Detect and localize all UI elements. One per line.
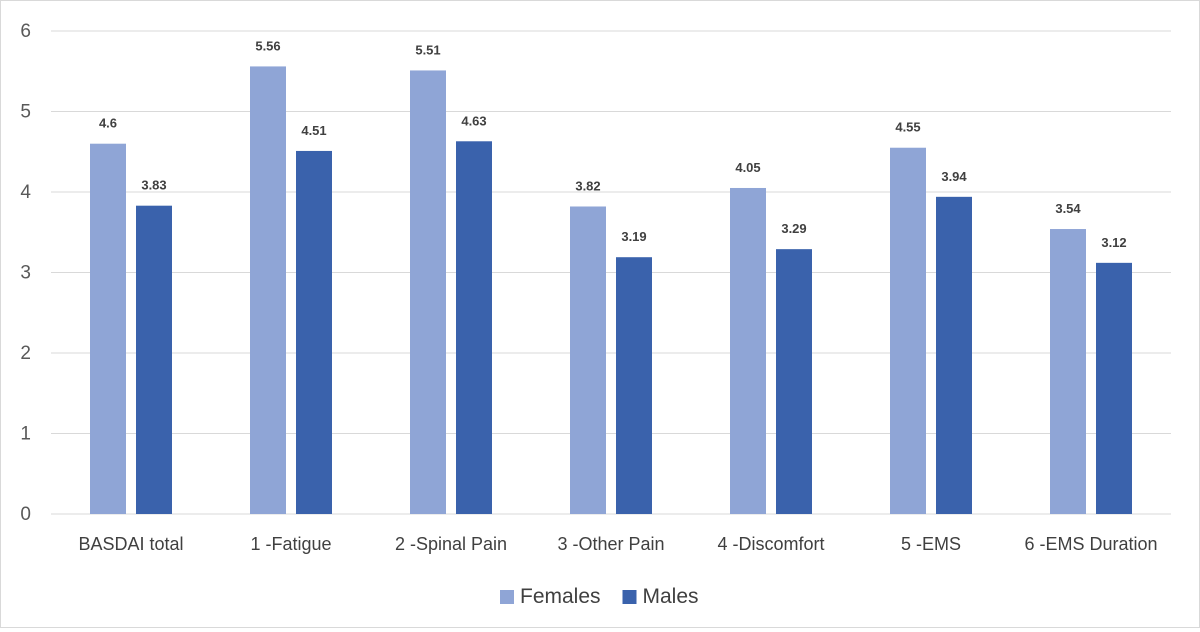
- bar-males-6: [1096, 262, 1132, 514]
- bar-females-4: [730, 187, 766, 514]
- gridlines: [51, 30, 1171, 515]
- data-label-females-5: 4.55: [895, 120, 920, 135]
- bar-males-4: [776, 249, 812, 514]
- legend-label-males: Males: [643, 585, 699, 608]
- x-category-label: 3 -Other Pain: [557, 534, 664, 554]
- x-category-label: 5 -EMS: [901, 534, 961, 554]
- bar-males-1: [296, 150, 332, 514]
- y-tick-label: 5: [20, 102, 31, 123]
- y-tick-label: 1: [20, 424, 31, 445]
- data-label-males-3: 3.19: [621, 229, 646, 244]
- data-label-males-0: 3.83: [141, 178, 166, 193]
- y-tick-label: 6: [20, 21, 31, 42]
- bar-males-0: [136, 205, 172, 514]
- bar-females-1: [250, 66, 286, 515]
- data-labels: 4.6 3.83 5.56 4.51 5.51 4.63 3.82 3.19 4.05 3.29 4…: [99, 38, 1127, 249]
- bar-males-3: [616, 257, 652, 514]
- data-label-females-6: 3.54: [1055, 201, 1081, 216]
- data-label-males-5: 3.94: [941, 169, 967, 184]
- data-label-females-2: 5.51: [415, 42, 440, 57]
- x-axis-categories: BASDAI total 1 -Fatigue 2 -Spinal Pain 3 -O…: [78, 534, 1157, 554]
- y-tick-label: 0: [20, 504, 31, 525]
- data-label-males-4: 3.29: [781, 221, 806, 236]
- bar-males-5: [936, 196, 972, 514]
- legend-swatch-females: [500, 590, 514, 604]
- data-label-males-1: 4.51: [301, 123, 326, 138]
- bar-males-2: [456, 141, 492, 514]
- legend-item-females: Females: [500, 585, 601, 608]
- x-category-label: BASDAI total: [78, 534, 183, 554]
- data-label-females-1: 5.56: [255, 38, 280, 53]
- legend-item-males: Males: [622, 585, 699, 608]
- y-tick-label: 3: [20, 263, 31, 284]
- y-axis-ticks: 0 1 2 3 4 5 6: [20, 21, 31, 525]
- data-label-females-0: 4.6: [99, 116, 117, 131]
- bar-females-6: [1050, 229, 1086, 514]
- x-category-label: 4 -Discomfort: [717, 534, 824, 554]
- bar-females-0: [90, 143, 126, 514]
- data-label-females-3: 3.82: [575, 178, 600, 193]
- data-label-males-2: 4.63: [461, 113, 486, 128]
- legend: Females Males: [500, 585, 699, 608]
- bar-females-3: [570, 206, 606, 515]
- bars: [90, 66, 1132, 515]
- x-category-label: 1 -Fatigue: [250, 534, 331, 554]
- legend-swatch-males: [622, 590, 637, 604]
- legend-label-females: Females: [520, 585, 601, 608]
- x-category-label: 2 -Spinal Pain: [395, 534, 507, 554]
- y-tick-label: 2: [20, 343, 31, 364]
- data-label-males-6: 3.12: [1101, 235, 1126, 250]
- bar-females-2: [410, 70, 446, 514]
- x-category-label: 6 -EMS Duration: [1024, 534, 1157, 554]
- bar-females-5: [890, 147, 926, 514]
- data-label-females-4: 4.05: [735, 160, 760, 175]
- y-tick-label: 4: [20, 182, 31, 203]
